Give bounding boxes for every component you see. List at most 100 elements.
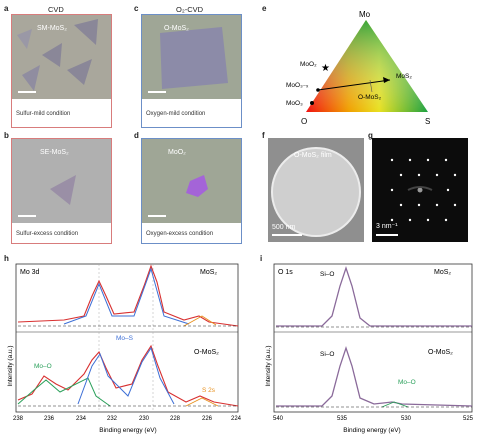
i-xtick-3: 525: [463, 416, 474, 422]
scalebar-b: [18, 215, 36, 217]
composition-arrow: [317, 79, 391, 91]
caption-a: Sulfur-mild condition: [16, 111, 71, 117]
panel-label-h: h: [4, 254, 9, 263]
scale-g: 3 nm⁻¹: [376, 223, 398, 230]
xps-mo3d-plot: Intensity (a.u.) Mo 3d MoS₂ O-MoS₂ Mo–O …: [7, 263, 242, 434]
crystal-d: [186, 175, 208, 197]
panel-label-d: d: [134, 131, 139, 140]
scale-f: 500 nm: [272, 224, 296, 231]
micrograph-d: MoO₂: [142, 139, 241, 223]
flakes-a: [17, 19, 98, 91]
tem-image: [271, 147, 361, 237]
flake-b: [50, 175, 76, 205]
h-xtick-0: 238: [13, 416, 24, 422]
micrograph-c: O-MoS₂: [142, 15, 241, 99]
i-frame: [273, 263, 473, 413]
overlay-d: MoO₂: [168, 149, 186, 156]
h-top-mo-s: [63, 267, 190, 325]
xps-o1s-plot: Intensity (a.u.) O 1s MoS₂ O-MoS₂ Si–O S…: [265, 263, 474, 434]
h-frame: [15, 263, 239, 413]
h-bottom-mo-o: [17, 377, 111, 407]
h-xtick-5: 228: [170, 416, 181, 422]
i-bottom-sample: O-MoS₂: [428, 349, 453, 356]
panel-a: SM-MoS₂ Sulfur-mild condition: [11, 14, 112, 128]
label-mos2: MoS₂: [396, 73, 412, 80]
omos2-tick: [369, 79, 373, 93]
i-top-envelope: [276, 265, 472, 327]
i-mo-o: Mo–O: [398, 379, 416, 386]
i-xtick-0: 540: [273, 416, 284, 422]
h-bottom-mo-s: [77, 346, 175, 405]
panel-label-b: b: [4, 131, 9, 140]
label-moo3: MoO₃: [286, 100, 303, 107]
panel-label-f: f: [262, 131, 265, 140]
title-o2cvd: O₂-CVD: [176, 5, 204, 14]
h-top-sample: MoS₂: [200, 269, 217, 276]
i-xticks: 540 535 530 525: [273, 416, 474, 422]
h-bottom-envelope: [17, 344, 239, 407]
overlay-a: SM-MoS₂: [37, 25, 67, 32]
scalebar-d: [148, 215, 166, 217]
panel-f: O-MoS₂ film 500 nm: [268, 138, 364, 242]
label-omos2: O-MoS₂: [358, 94, 382, 101]
h-xtick-3: 232: [107, 416, 118, 422]
i-xtick-2: 530: [401, 416, 412, 422]
h-xtick-7: 224: [231, 416, 242, 422]
h-ylabel: Intensity (a.u.): [7, 345, 14, 386]
h-s2s: S 2s: [202, 387, 216, 394]
label-moo3x: MoO₃₋ₓ: [286, 82, 309, 89]
overlay-b: SE-MoS₂: [40, 149, 69, 156]
h-mo-s: Mo–S: [116, 335, 134, 342]
overlay-f: O-MoS₂ film: [294, 152, 332, 159]
h-xticks: 238 236 234 232 230 228 226 224: [13, 416, 242, 422]
panel-label-i: i: [260, 254, 263, 263]
h-bottom-sample: O-MoS₂: [194, 349, 219, 356]
caption-c: Oxygen-mild condition: [146, 111, 206, 117]
h-region: Mo 3d: [20, 269, 40, 276]
panel-d: MoO₂ Oxygen-excess condition: [141, 138, 242, 244]
i-bottom-mo-o: [381, 401, 409, 408]
i-region: O 1s: [278, 269, 293, 276]
h-xtick-6: 226: [202, 416, 213, 422]
scalebar-f: [272, 234, 302, 236]
i-xtick-1: 535: [337, 416, 348, 422]
scalebar-c: [148, 91, 166, 93]
vertex-s: S: [425, 117, 430, 126]
overlay-c: O-MoS₂: [164, 25, 189, 32]
h-top-envelope: [17, 264, 239, 327]
i-bottom-envelope: [276, 345, 473, 407]
h-xtick-4: 230: [139, 416, 150, 422]
label-moo2: MoO₂: [300, 61, 317, 68]
h-xtick-2: 234: [76, 416, 87, 422]
point-moo3: [310, 101, 314, 105]
film-c: [160, 27, 228, 89]
h-mo-o: Mo–O: [34, 363, 52, 370]
h-xlabel: Binding energy (eV): [99, 427, 156, 434]
h-bottom-s2s: [185, 397, 219, 407]
vertex-mo: Mo: [359, 10, 371, 19]
panel-b: SE-MoS₂ Sulfur-excess condition: [11, 138, 112, 244]
i-si-o-top: Si–O: [320, 271, 334, 278]
panel-label-c: c: [134, 4, 139, 13]
title-cvd: CVD: [48, 5, 64, 14]
caption-d: Oxygen-excess condition: [146, 231, 214, 237]
scalebar-g: [376, 234, 398, 236]
star-marker: ★: [321, 63, 330, 74]
micrograph-a: SM-MoS₂: [12, 15, 111, 99]
panel-label-a: a: [4, 4, 9, 13]
vertex-o: O: [301, 117, 307, 126]
micrograph-b: SE-MoS₂: [12, 139, 111, 223]
h-top-s2s: [183, 315, 217, 327]
diffraction-pattern: [390, 158, 457, 222]
i-top-sample: MoS₂: [434, 269, 451, 276]
i-si-o-bottom: Si–O: [320, 351, 334, 358]
panel-c: O-MoS₂ Oxygen-mild condition: [141, 14, 242, 128]
i-xlabel: Binding energy (eV): [343, 427, 400, 434]
panel-label-e: e: [262, 4, 267, 13]
caption-b: Sulfur-excess condition: [16, 231, 79, 237]
ternary-diagram: Mo O S MoO₂ MoO₃₋ₓ MoO₃ MoS₂ O-MoS₂ ★: [286, 10, 430, 126]
i-ylabel: Intensity (a.u.): [265, 345, 272, 386]
scalebar-a: [18, 91, 36, 93]
panel-g: 3 nm⁻¹: [372, 138, 468, 242]
panel-label-g: g: [368, 131, 373, 140]
